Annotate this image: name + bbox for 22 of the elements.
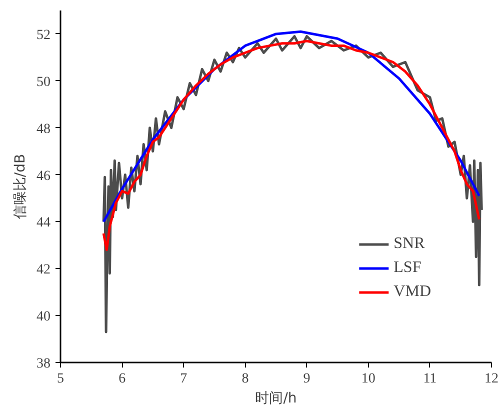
legend-label: VMD (394, 283, 431, 301)
y-tick-label: 42 (36, 262, 50, 278)
y-tick-label: 46 (36, 168, 50, 184)
x-tick-label: 12 (484, 372, 498, 386)
y-tick-label: 40 (36, 310, 50, 325)
x-tick-label: 6 (118, 372, 126, 386)
y-tick-label: 44 (36, 216, 50, 231)
x-tick-label: 5 (57, 372, 64, 386)
legend-label: SNR (394, 235, 425, 253)
x-tick-label: 10 (361, 372, 376, 386)
legend-label: LSF (394, 259, 422, 277)
y-tick-label: 48 (36, 122, 50, 137)
x-tick-label: 11 (423, 372, 437, 386)
x-tick-label: 8 (242, 372, 249, 386)
y-tick-label: 52 (36, 28, 50, 43)
y-tick-label: 50 (36, 74, 50, 90)
x-tick-label: 9 (303, 372, 310, 386)
y-tick-label: 38 (36, 356, 50, 372)
y-axis-title: 信噪比/dB (12, 154, 28, 220)
x-axis-title: 时间/h (255, 390, 297, 406)
line-series (102, 40, 480, 252)
x-tick-label: 7 (180, 372, 188, 386)
